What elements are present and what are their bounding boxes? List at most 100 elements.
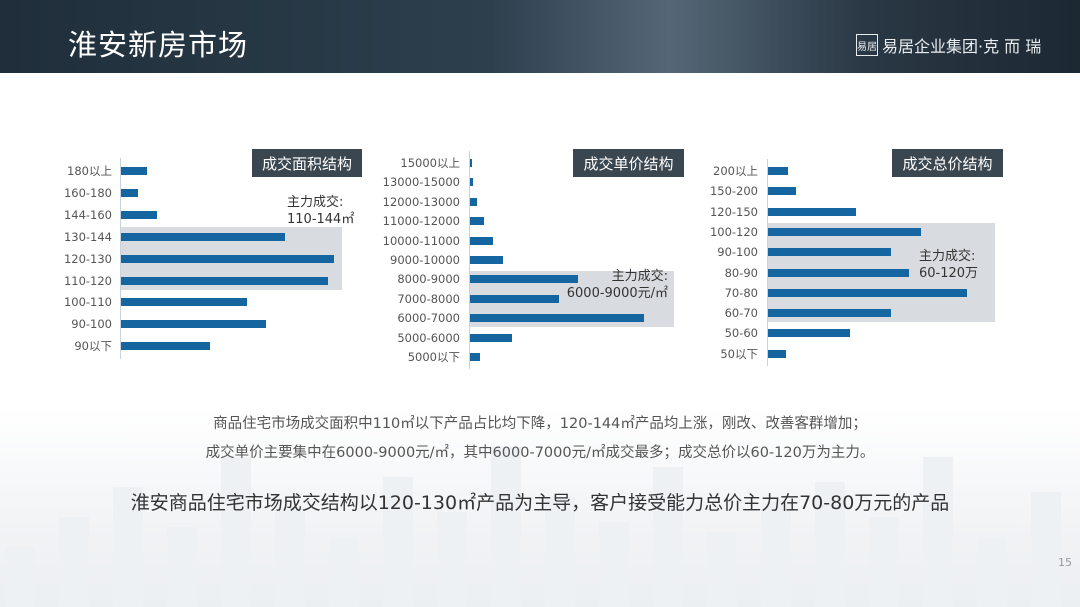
bar xyxy=(768,329,850,338)
category-label: 9000-10000 xyxy=(390,253,460,267)
bar xyxy=(470,256,504,264)
annotation-label: 主力成交: xyxy=(287,195,344,210)
bar xyxy=(768,309,892,318)
bar xyxy=(470,178,474,187)
main-range-annotation: 主力成交: 60-120万 xyxy=(919,248,978,282)
annotation-range: 110-144㎡ xyxy=(287,212,355,227)
chart-title: 成交面积结构 xyxy=(252,149,362,177)
bar xyxy=(121,188,139,197)
bar xyxy=(121,232,285,241)
bar xyxy=(121,320,266,329)
category-label: 80-90 xyxy=(724,265,758,280)
category-label: 110-120 xyxy=(63,273,112,288)
category-label: 12000-13000 xyxy=(382,194,460,209)
category-label: 60-70 xyxy=(724,306,758,321)
bar xyxy=(768,248,892,257)
category-axis xyxy=(469,151,470,369)
bar xyxy=(470,353,481,361)
note-line-1: 商品住宅市场成交面积中110㎡以下产品占比均下降，120-144㎡产品均上涨，刚… xyxy=(213,416,867,432)
category-label: 90以下 xyxy=(74,339,112,354)
category-label: 5000-6000 xyxy=(397,330,460,345)
skyline-building xyxy=(275,507,305,607)
skyline-building xyxy=(59,517,89,607)
bar xyxy=(470,159,472,167)
category-label: 10000-11000 xyxy=(382,233,460,248)
category-label: 144-160 xyxy=(63,207,112,222)
skyline-building xyxy=(815,482,845,607)
category-label: 120-130 xyxy=(63,251,112,266)
bar xyxy=(470,275,578,284)
skyline-building xyxy=(383,477,413,607)
category-axis xyxy=(120,158,121,360)
category-label: 13000-15000 xyxy=(382,175,460,190)
annotation-range: 6000-9000元/㎡ xyxy=(566,286,668,301)
category-label: 50以下 xyxy=(720,346,758,361)
category-label: 11000-12000 xyxy=(382,214,460,229)
bar xyxy=(121,276,328,285)
company-logo: 易居 易居企业集团·克 而 瑞 xyxy=(856,33,1041,57)
bar xyxy=(768,227,922,236)
skyline-background xyxy=(0,407,1080,607)
chart-title: 成交总价结构 xyxy=(892,149,1003,177)
bar xyxy=(470,236,493,245)
category-axis xyxy=(767,158,768,366)
skyline-building xyxy=(437,512,467,607)
page-title: 淮安新房市场 xyxy=(68,28,249,62)
category-label: 8000-9000 xyxy=(397,272,460,287)
category-label: 180以上 xyxy=(67,164,112,178)
skyline-building xyxy=(5,547,35,607)
skyline-building xyxy=(761,502,791,607)
category-label: 100-110 xyxy=(63,295,112,310)
logo-text: 易居企业集团·克 而 瑞 xyxy=(882,37,1042,56)
bar xyxy=(121,254,334,263)
annotation-range: 60-120万 xyxy=(919,266,979,281)
skyline-building xyxy=(113,487,143,607)
category-label: 100-120 xyxy=(709,224,758,239)
skyline-building xyxy=(491,447,521,607)
bar xyxy=(768,207,856,216)
bar xyxy=(470,314,644,323)
bar xyxy=(768,187,796,196)
category-label: 70-80 xyxy=(724,285,758,300)
bar xyxy=(768,167,788,175)
note-line-2: 成交单价主要集中在6000-9000元/㎡，其中6000-7000元/㎡成交最多… xyxy=(205,445,875,461)
main-conclusion: 淮安商品住宅市场成交结构以120-130㎡产品为主导，客户接受能力总价主力在70… xyxy=(130,492,950,514)
bar xyxy=(768,268,910,277)
category-label: 120-150 xyxy=(709,204,758,219)
skyline-building xyxy=(221,457,251,607)
bar xyxy=(768,288,967,297)
bar xyxy=(470,333,512,342)
header-bar: 淮安新房市场 易居 易居企业集团·克 而 瑞 xyxy=(0,0,1080,73)
category-label: 90-100 xyxy=(717,245,758,260)
category-label: 160-180 xyxy=(63,185,112,200)
annotation-label: 主力成交: xyxy=(919,249,976,264)
bar xyxy=(121,342,211,351)
bar xyxy=(121,167,147,175)
category-label: 15000以上 xyxy=(400,156,460,170)
skyline-building xyxy=(707,532,737,607)
skyline-building xyxy=(545,497,575,607)
skyline-building xyxy=(167,527,197,607)
bar xyxy=(768,349,786,358)
skyline-building xyxy=(1031,492,1061,607)
logo-mark: 易居 xyxy=(856,34,878,56)
skyline-building xyxy=(329,537,359,607)
category-label: 150-200 xyxy=(709,184,758,199)
category-label: 6000-7000 xyxy=(397,311,460,326)
bar xyxy=(470,294,559,303)
main-range-annotation: 主力成交: 6000-9000元/㎡ xyxy=(567,268,668,302)
category-label: 5000以下 xyxy=(407,350,460,364)
skyline-building xyxy=(599,522,629,607)
category-label: 50-60 xyxy=(724,326,758,341)
page-number: 15 xyxy=(1058,556,1072,569)
skyline-building xyxy=(869,517,899,607)
bar xyxy=(470,197,477,206)
skyline-building xyxy=(977,537,1007,607)
category-label: 200以上 xyxy=(713,164,758,178)
chart-title: 成交单价结构 xyxy=(573,149,684,177)
bar xyxy=(121,210,158,219)
bar xyxy=(121,298,247,307)
skyline-building xyxy=(653,467,683,607)
annotation-label: 主力成交: xyxy=(611,269,668,284)
category-label: 7000-8000 xyxy=(397,291,460,306)
